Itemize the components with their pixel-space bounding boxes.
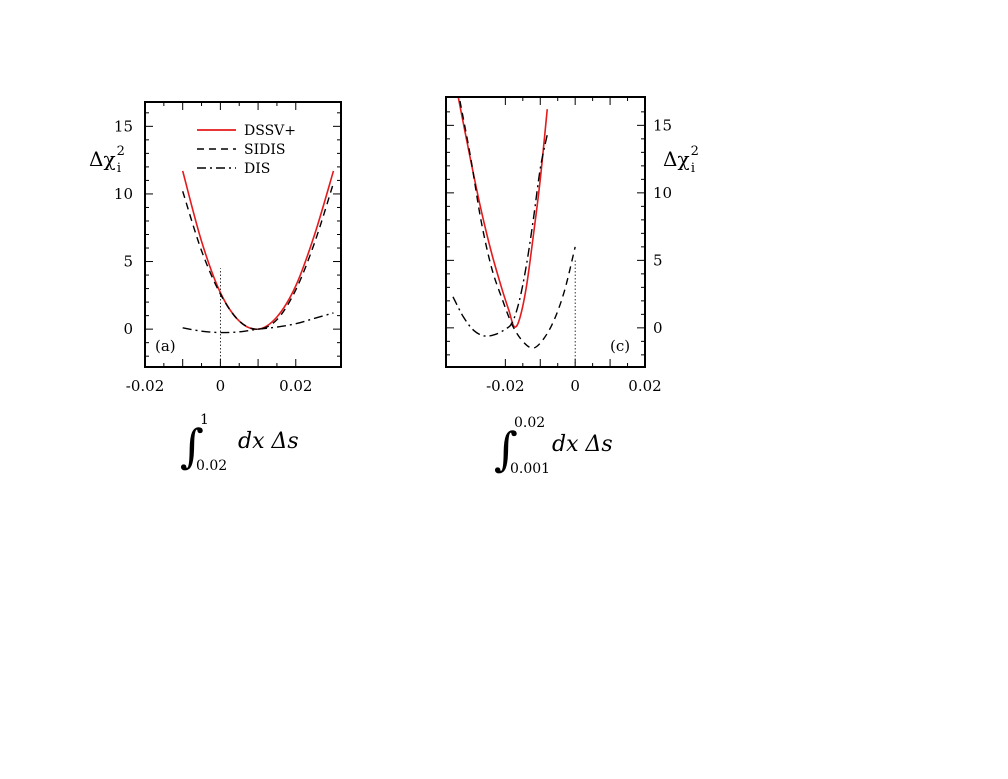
panel-label: (a) bbox=[155, 337, 176, 355]
series-line-dis bbox=[452, 134, 548, 337]
plot-frame bbox=[144, 101, 342, 368]
series-line-dssv bbox=[181, 170, 335, 331]
legend: DSSV+ SIDIS DIS bbox=[197, 123, 296, 177]
x-tick-label: 0.02 bbox=[279, 377, 312, 395]
y-tick-label: 15 bbox=[114, 117, 133, 135]
legend-entry-label: DSSV+ bbox=[244, 123, 296, 139]
integral-lower-limit: 0.02 bbox=[196, 458, 227, 474]
y-axis-label: Δχ2 i bbox=[89, 144, 125, 176]
integral-sign: ∫ bbox=[180, 419, 204, 473]
legend-entry-label: DIS bbox=[244, 161, 270, 177]
y-tick-label: 0 bbox=[653, 319, 663, 337]
x-tick-label: 0 bbox=[216, 377, 226, 395]
y-tick-label: 10 bbox=[114, 185, 133, 203]
x-tick-label: -0.02 bbox=[126, 377, 164, 395]
x-tick-label: 0 bbox=[570, 377, 580, 395]
legend-entry-label: SIDIS bbox=[244, 142, 285, 158]
series-line-sidis bbox=[182, 182, 335, 330]
integrand-label: dx Δs bbox=[552, 432, 613, 457]
x-tick-label: -0.02 bbox=[486, 377, 524, 395]
series-line-dssv bbox=[457, 97, 549, 328]
panel-label: (c) bbox=[610, 337, 630, 355]
integral-sign: ∫ bbox=[494, 422, 518, 476]
y-tick-label: 5 bbox=[123, 253, 133, 271]
integral-upper-limit: 1 bbox=[200, 412, 209, 428]
y-tick-label: 5 bbox=[653, 251, 663, 269]
plot-frame bbox=[445, 96, 646, 368]
integral-upper-limit: 0.02 bbox=[514, 415, 545, 431]
y-axis-label: Δχ2 i bbox=[663, 144, 699, 176]
integral-lower-limit: 0.001 bbox=[510, 461, 550, 477]
integrand-label: dx Δs bbox=[238, 429, 299, 454]
y-tick-label: 10 bbox=[653, 184, 672, 202]
chart-panel-a: 0 5 10 15 -0.02 0 0.02 Δχ2 i (a) ∫1 0.02 dx Δs DSSV+ S… bbox=[89, 101, 342, 474]
y-tick-label: 0 bbox=[123, 320, 133, 338]
y-tick-label: 15 bbox=[653, 116, 672, 134]
x-tick-label: 0.02 bbox=[628, 377, 661, 395]
series-line-dis bbox=[182, 312, 334, 334]
series-line-sidis bbox=[459, 100, 576, 349]
